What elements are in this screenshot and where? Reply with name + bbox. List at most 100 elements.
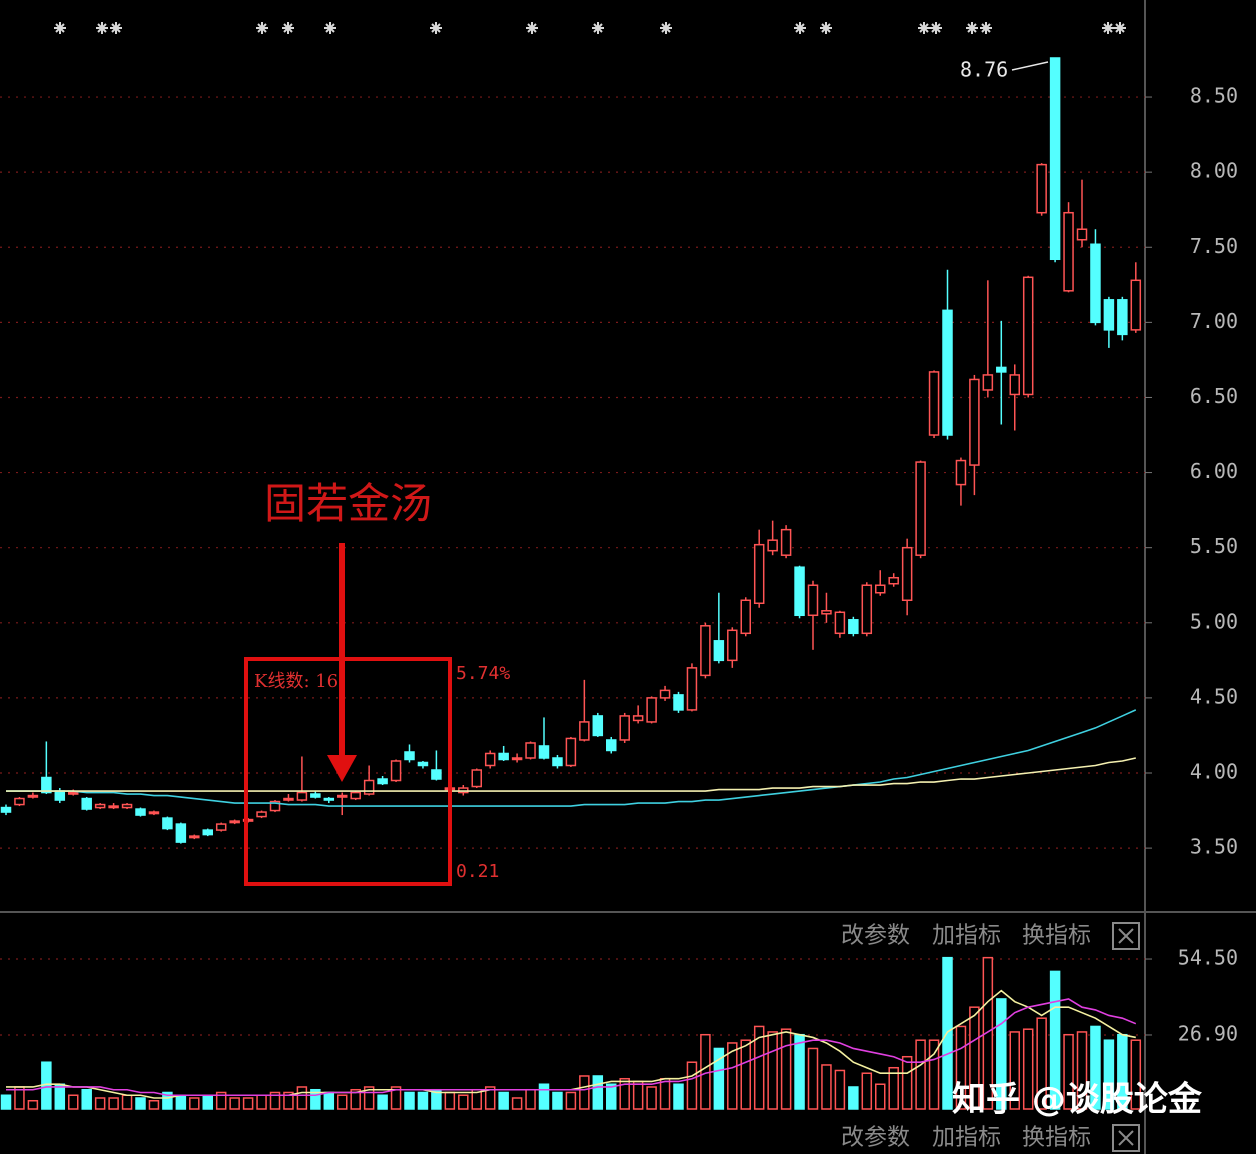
candle-body (175, 823, 187, 843)
volume-bar (215, 1091, 227, 1110)
candle-body (848, 619, 859, 635)
candle-body (81, 797, 92, 810)
volume-bar (928, 1039, 940, 1110)
candle-body (296, 791, 308, 801)
volume-bar (337, 1094, 348, 1110)
toolbar-button[interactable]: 改参数 (841, 923, 910, 949)
volume-bar (632, 1080, 644, 1110)
candle-body (337, 794, 348, 798)
candle-body (256, 811, 267, 818)
candle-body (189, 835, 200, 839)
volume-bar (740, 1039, 751, 1110)
candle-body (888, 576, 899, 585)
volume-bar (242, 1097, 254, 1110)
volume-bar (1090, 1025, 1101, 1110)
candle-body (996, 366, 1007, 373)
moving-average (6, 998, 1137, 1097)
volume-bar (1076, 1031, 1088, 1110)
candle-body (942, 309, 953, 436)
volume-bar (458, 1094, 469, 1110)
candle-body (229, 820, 240, 824)
toolbar-button[interactable]: 换指标 (1022, 923, 1091, 949)
volume-bar (794, 1033, 805, 1110)
signal-icon (256, 22, 268, 34)
toolbar-button[interactable]: 改参数 (841, 1125, 910, 1151)
volume-bar (444, 1091, 456, 1110)
volume-bar (753, 1025, 765, 1110)
candle-body (646, 697, 657, 723)
volume-bar (713, 1047, 725, 1110)
y-tick-label: 5.00 (1190, 609, 1238, 633)
volume-bar (955, 1025, 967, 1110)
high-pointer (1011, 61, 1049, 71)
toolbar-button[interactable]: 换指标 (1022, 1125, 1091, 1151)
toolbar-button[interactable]: 加指标 (932, 923, 1001, 949)
candle-body (310, 793, 321, 798)
candle-body (242, 818, 254, 822)
signal-icon (110, 22, 122, 34)
highlight-box (244, 657, 452, 886)
candle-body (1063, 211, 1074, 292)
candle-body (727, 629, 738, 662)
close-button[interactable] (1112, 1124, 1140, 1152)
moving-average (6, 757, 1136, 792)
close-button[interactable] (1112, 922, 1140, 950)
volume-bar (162, 1091, 173, 1110)
candle-body (1036, 163, 1047, 214)
candle-body (94, 803, 106, 809)
toolbar-button[interactable]: 加指标 (932, 1125, 1001, 1151)
candle-body (552, 757, 563, 767)
y-tick-label: 8.00 (1190, 159, 1238, 183)
volume-bar (1049, 970, 1061, 1110)
volume-bar (81, 1088, 92, 1110)
candle-body (417, 761, 429, 767)
volume-bar (875, 1083, 886, 1110)
candle-body (538, 745, 550, 759)
candle-body (592, 715, 604, 737)
candle-body (498, 752, 509, 761)
range-low: 0.21 (456, 861, 499, 882)
volume-bar (27, 1099, 39, 1110)
signal-icon (282, 22, 294, 34)
signal-icon (1114, 22, 1126, 34)
candle-body (54, 790, 66, 801)
candle-body (511, 757, 523, 761)
volume-bar (350, 1088, 361, 1110)
volume-bar (767, 1031, 778, 1110)
candle-body (700, 625, 711, 677)
candle-body (41, 776, 52, 794)
y-tick-label: 4.50 (1190, 684, 1238, 708)
y-tick-label: 26.90 (1178, 1021, 1238, 1045)
volume-bar (269, 1091, 281, 1110)
volume-bar (377, 1094, 388, 1110)
candle-body (525, 742, 536, 759)
candle-body (780, 528, 792, 556)
watermark: 知乎 @谈股论金 (952, 1080, 1203, 1120)
candle-body (108, 805, 119, 809)
marks (0, 57, 1142, 1110)
volume-bar (404, 1091, 415, 1110)
volume-bar (484, 1086, 496, 1110)
volume-bar (189, 1097, 200, 1110)
candle-body (606, 739, 617, 752)
volume-bar (1009, 1031, 1020, 1110)
candle-body (969, 378, 980, 466)
candle-body (955, 459, 967, 486)
volume-bar (969, 1006, 980, 1110)
volume-bar (310, 1088, 321, 1110)
candle-body (323, 797, 335, 801)
candle-body (471, 769, 482, 788)
volume-bar (727, 1042, 738, 1110)
candle-body (740, 599, 751, 635)
candle-body (1076, 228, 1088, 241)
signal-icon (324, 22, 336, 34)
volume-bar (148, 1099, 160, 1110)
y-tick-label: 3.50 (1190, 835, 1238, 859)
signal-icon (526, 22, 538, 34)
volume-bar (175, 1094, 187, 1110)
candle-body (713, 640, 725, 662)
y-tick-label: 7.00 (1190, 309, 1238, 333)
candle-body (875, 584, 886, 594)
annotation: 固若金汤 (264, 479, 432, 528)
